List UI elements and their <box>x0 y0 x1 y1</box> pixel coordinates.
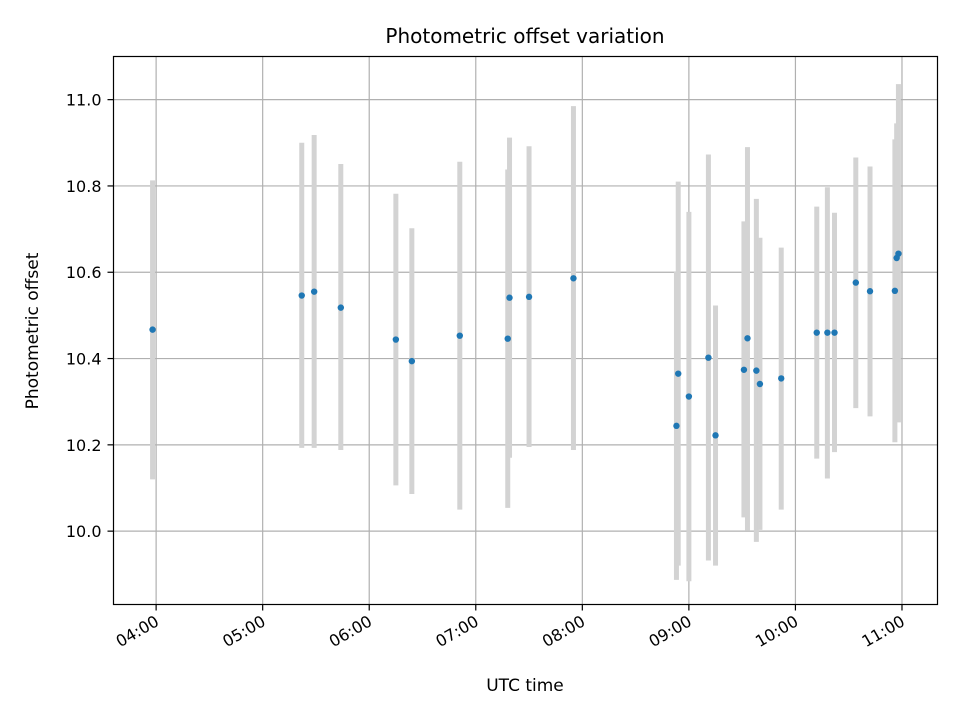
data-point <box>753 367 760 374</box>
x-tick-label: 05:00 <box>219 612 268 652</box>
x-tick-label: 04:00 <box>113 612 162 652</box>
y-tick-label: 10.4 <box>66 350 102 369</box>
chart-title: Photometric offset variation <box>385 24 664 48</box>
x-tick-label: 09:00 <box>645 612 694 652</box>
data-point <box>310 288 318 295</box>
data-point <box>744 335 751 342</box>
y-tick-label: 10.0 <box>66 522 102 541</box>
plot-frame <box>112 55 939 606</box>
data-point <box>525 293 533 301</box>
x-tick-label: 11:00 <box>859 612 908 652</box>
data-point <box>712 432 719 439</box>
data-point <box>813 329 820 336</box>
x-tick-label: 06:00 <box>326 612 375 652</box>
data-point <box>337 304 345 311</box>
data-point <box>570 275 577 282</box>
y-axis-label: Photometric offset <box>23 252 43 409</box>
data-point <box>895 250 902 257</box>
data-point <box>456 332 463 339</box>
data-point <box>866 288 874 295</box>
data-point <box>831 329 838 336</box>
x-tick-label: 07:00 <box>432 612 481 652</box>
grid <box>113 56 938 605</box>
y-tick-label: 10.2 <box>66 436 102 455</box>
x-tick-label: 10:00 <box>752 612 801 652</box>
data-points <box>149 250 902 439</box>
data-point <box>778 375 785 382</box>
data-point <box>298 292 305 299</box>
data-point <box>891 287 899 295</box>
error-bars <box>150 84 901 582</box>
x-axis-label: UTC time <box>486 676 564 696</box>
data-point <box>673 422 680 430</box>
x-tick-label: 08:00 <box>539 612 588 652</box>
data-point <box>685 393 693 400</box>
data-point <box>740 366 748 373</box>
data-point <box>506 294 513 301</box>
y-tick-label: 11.0 <box>66 91 102 110</box>
x-axis-ticks: 04:00 05:00 06:00 07:00 08:00 09:00 10:00 11:00 <box>113 604 908 652</box>
y-tick-label: 10.6 <box>66 263 102 282</box>
data-point <box>852 279 860 286</box>
data-point <box>824 329 831 336</box>
data-point <box>705 354 712 361</box>
data-point <box>675 370 682 377</box>
y-tick-label: 10.8 <box>66 177 102 196</box>
data-point <box>408 357 416 365</box>
y-axis-ticks: 10.0 10.2 10.4 10.6 10.8 11.0 <box>66 91 114 541</box>
data-point <box>392 336 400 343</box>
data-point <box>756 380 764 388</box>
data-point <box>504 335 511 342</box>
data-point <box>149 326 156 333</box>
